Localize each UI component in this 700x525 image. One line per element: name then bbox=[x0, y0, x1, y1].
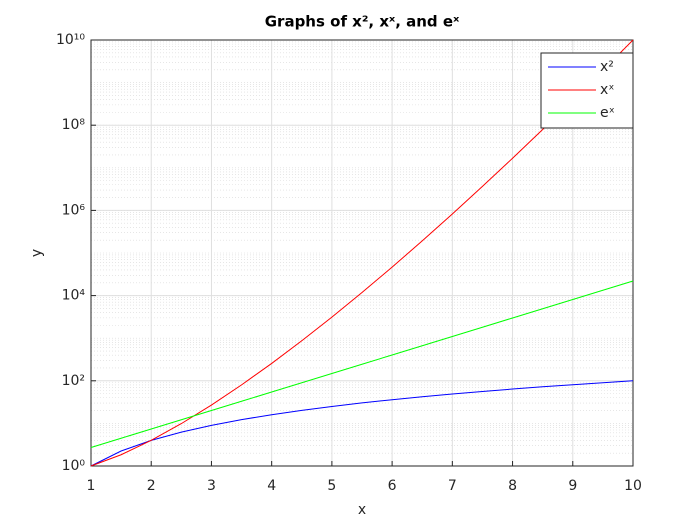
axes-box bbox=[90, 39, 634, 467]
line-series bbox=[90, 280, 634, 448]
x-tick-label: 5 bbox=[327, 478, 336, 494]
line-series bbox=[90, 380, 634, 467]
y-axis-label: y bbox=[29, 249, 45, 257]
line-series bbox=[90, 39, 634, 467]
legend-label: eˣ bbox=[600, 105, 615, 121]
x-tick-label: 6 bbox=[388, 478, 397, 494]
y-tick-label: 10⁸ bbox=[62, 117, 86, 133]
x-tick-label: 10 bbox=[624, 478, 642, 494]
y-tick-label: 10⁰ bbox=[62, 458, 86, 474]
y-tick-label: 10¹⁰ bbox=[56, 32, 85, 48]
legend-label: xˣ bbox=[600, 82, 615, 98]
x-tick-label: 1 bbox=[87, 478, 96, 494]
y-tick-label: 10² bbox=[62, 373, 85, 389]
x-tick-label: 7 bbox=[448, 478, 457, 494]
legend-label: x² bbox=[600, 59, 614, 75]
x-tick-label: 4 bbox=[267, 478, 276, 494]
chart-title: Graphs of x², xˣ, and eˣ bbox=[265, 13, 460, 31]
x-tick-label: 9 bbox=[568, 478, 577, 494]
x-tick-label: 3 bbox=[207, 478, 216, 494]
x-tick-label: 2 bbox=[147, 478, 156, 494]
x-tick-label: 8 bbox=[508, 478, 517, 494]
x-axis-label: x bbox=[358, 502, 366, 518]
y-tick-label: 10⁶ bbox=[62, 202, 86, 218]
y-tick-label: 10⁴ bbox=[62, 288, 86, 304]
